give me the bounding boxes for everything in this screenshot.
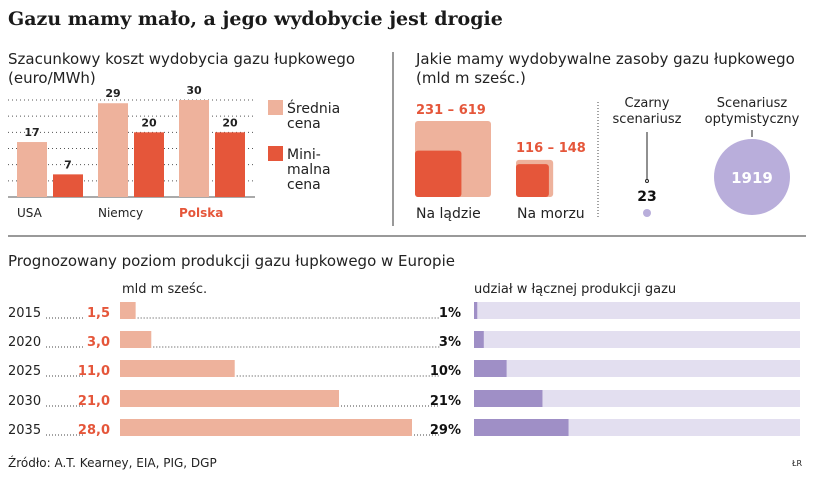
production-value: 21,0 (78, 394, 110, 409)
bar-polska-avg (179, 100, 209, 197)
bar-usa-min (53, 174, 83, 197)
cost-chart-title: Szacunkowy koszt wydobycia gazu łupkoweg… (8, 50, 356, 68)
category-label: Niemcy (98, 206, 143, 220)
year-label: 2025 (8, 364, 41, 379)
bar-polska-min (215, 132, 245, 197)
range-label-sea: 116 – 148 (516, 141, 586, 156)
bar-value-label: 17 (24, 126, 39, 139)
bar-niemcy-avg (98, 103, 128, 197)
legend-label: cena (287, 116, 321, 132)
share-value: 29% (430, 423, 461, 438)
scenario-circle-black (643, 209, 651, 217)
scenario-circle-optimistic (714, 139, 790, 215)
production-title: Prognozowany poziom produkcji gazu łupko… (8, 252, 455, 270)
scenario-value: 23 (637, 189, 656, 205)
scenario-label: optymistyczny (705, 112, 800, 127)
reserves-title: Jakie mamy wydobywalne zasoby gazu łupko… (416, 50, 795, 68)
share-value: 10% (430, 364, 461, 379)
scenario-value: 1919 (731, 169, 773, 187)
pointer-end (645, 179, 649, 183)
bar-value-label: 29 (105, 87, 120, 100)
year-label: 2030 (8, 394, 41, 409)
share-track (474, 390, 800, 407)
range-label-land: 231 – 619 (416, 103, 486, 118)
production-value: 3,0 (87, 335, 110, 350)
share-track (474, 331, 800, 348)
legend-swatch (268, 146, 283, 161)
legend-label: Mini- (287, 147, 321, 163)
share-fill (474, 419, 569, 436)
cost-chart-unit: (euro/MWh) (8, 69, 96, 87)
legend-label: cena (287, 177, 321, 193)
bar-usa-avg (17, 142, 47, 197)
share-label: udział w łącznej produkcji gazu (474, 282, 677, 297)
credit: ŁR (792, 459, 803, 468)
share-fill (474, 390, 543, 407)
share-value: 3% (439, 335, 461, 350)
bar-value-label: 20 (141, 116, 157, 129)
share-fill (474, 302, 478, 319)
scenario-label: scenariusz (613, 112, 682, 127)
legend-label: malna (287, 162, 331, 178)
share-track (474, 302, 800, 319)
reserve-min-land (415, 150, 462, 197)
production-value: 1,5 (87, 306, 110, 321)
share-fill (474, 331, 484, 348)
category-label: USA (17, 206, 43, 220)
scenario-label: Czarny (625, 96, 670, 111)
year-label: 2020 (8, 335, 41, 350)
legend-label: Średnia (287, 99, 340, 117)
bar-value-label: 30 (186, 84, 202, 97)
share-fill (474, 360, 507, 377)
production-bar (120, 390, 339, 407)
production-bar (120, 419, 412, 436)
bar-value-label: 7 (64, 158, 72, 171)
source: Źródło: A.T. Kearney, EIA, PIG, DGP (8, 456, 217, 470)
production-value: 28,0 (78, 423, 110, 438)
label-land: Na lądzie (416, 206, 481, 222)
share-track (474, 360, 800, 377)
label-sea: Na morzu (517, 206, 585, 222)
reserve-min-sea (516, 164, 549, 197)
bar-niemcy-min (134, 132, 164, 197)
legend-swatch (268, 100, 283, 115)
share-value: 21% (430, 394, 461, 409)
page-title: Gazu mamy mało, a jego wydobycie jest dr… (8, 8, 503, 30)
bar-value-label: 20 (222, 116, 238, 129)
year-label: 2035 (8, 423, 41, 438)
year-label: 2015 (8, 306, 41, 321)
reserves-unit: (mld m sześc.) (416, 69, 526, 87)
scenario-label: Scenariusz (717, 96, 788, 111)
category-label: Polska (179, 206, 223, 220)
production-bar (120, 360, 235, 377)
production-bar (120, 331, 152, 348)
share-value: 1% (439, 306, 461, 321)
production-value: 11,0 (78, 364, 110, 379)
production-unit-label: mld m sześc. (122, 282, 208, 297)
production-bar (120, 302, 136, 319)
